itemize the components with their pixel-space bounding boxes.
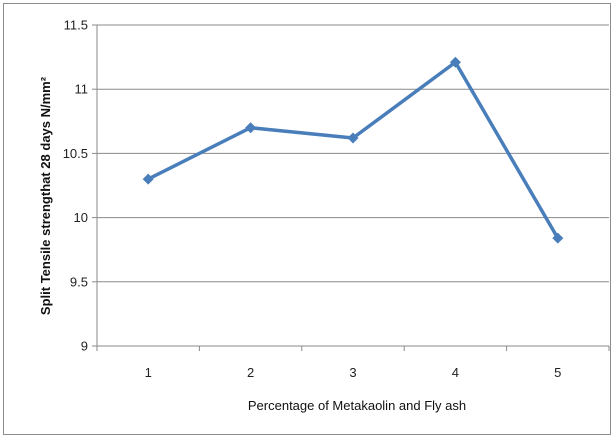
x-tick-label: 5	[554, 365, 561, 380]
data-point-marker	[347, 132, 359, 144]
x-tick-label: 1	[145, 365, 152, 380]
y-tick-label: 9.5	[70, 274, 88, 289]
y-tick-labels: 9 9.5 10 10.5 11 11.5	[63, 18, 88, 354]
x-tick-label: 4	[452, 365, 459, 380]
y-tick-label: 11.5	[64, 18, 88, 33]
data-point-marker	[142, 173, 154, 185]
chart-frame	[3, 3, 611, 435]
y-tick-label: 10.5	[63, 146, 88, 161]
x-tick-label: 3	[349, 365, 356, 380]
gridlines	[97, 24, 609, 283]
series-group	[142, 56, 564, 244]
data-point-marker	[245, 122, 257, 134]
y-tick-label: 10	[74, 210, 88, 225]
y-tick-label: 11	[75, 82, 89, 97]
y-axis-title: Split Tensile strengthat 28 days N/mm²	[38, 76, 53, 315]
axes	[92, 24, 610, 351]
data-point-marker	[552, 232, 564, 244]
series-line	[146, 60, 560, 240]
x-tick-label: 2	[247, 365, 254, 380]
x-axis-title: Percentage of Metakaolin and Fly ash	[248, 398, 466, 413]
y-tick-label: 9	[81, 339, 88, 354]
data-point-marker	[449, 56, 461, 68]
x-tick-labels: 1 2 3 4 5	[145, 365, 562, 380]
